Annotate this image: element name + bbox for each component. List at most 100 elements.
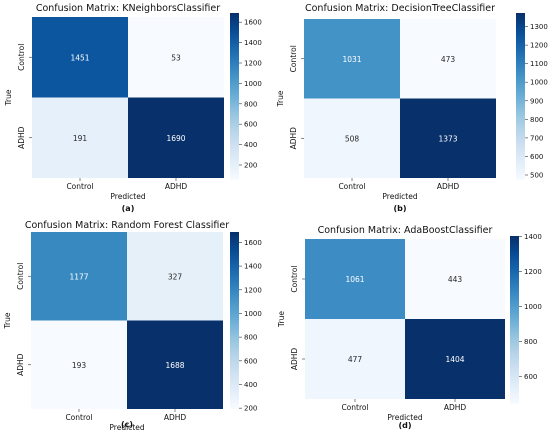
cell-value-label-r1-c1: 1404: [445, 355, 464, 364]
heatmap-cell-r0-c1: [127, 232, 223, 321]
x-axis-label: Predicted: [382, 192, 417, 201]
cell-value-label-r1-c0: 508: [345, 134, 360, 143]
colorbar-tick-label-0: 200: [244, 162, 257, 170]
y-tick-label-1: ADHD: [289, 127, 298, 150]
colorbar-tick-label-5: 1200: [244, 59, 262, 67]
colorbar-tick-label-5: 1200: [244, 286, 262, 294]
x-tick-label-1: ADHD: [164, 413, 187, 422]
y-axis-label: True: [4, 89, 13, 106]
cell-value-label-r0-c1: 473: [441, 55, 456, 64]
colorbar-tick-label-2: 1000: [524, 303, 542, 311]
x-tick-label-0: Control: [338, 182, 365, 191]
x-tick-label-1: ADHD: [444, 403, 467, 412]
chart-title: Confusion Matrix: AdaBoostClassifier: [318, 225, 493, 236]
panel-caption: (c): [121, 420, 133, 429]
x-tick-label-0: Control: [341, 403, 368, 412]
x-axis-label: Predicted: [387, 413, 422, 422]
cell-value-label-r0-c0: 1177: [69, 272, 88, 281]
y-tick-label-0: Control: [16, 263, 25, 290]
y-tick-label-0: Control: [289, 45, 298, 72]
heatmap-cell-r1-c1: [405, 319, 505, 399]
y-axis-label: True: [277, 311, 286, 328]
colorbar-tick-label-0: 200: [244, 405, 257, 413]
y-axis-label: True: [276, 90, 285, 107]
colorbar-tick-label-7: 1200: [530, 42, 548, 50]
colorbar: [516, 13, 525, 180]
cell-value-label-r0-c1: 443: [448, 275, 463, 284]
colorbar-tick-label-6: 1400: [244, 39, 262, 47]
colorbar-tick-label-2: 600: [244, 121, 257, 129]
colorbar-tick-label-3: 800: [244, 334, 257, 342]
cell-value-label-r1-c1: 1688: [165, 361, 184, 370]
heatmap-cell-r1-c0: [304, 98, 400, 178]
heatmap-cell-r0-c0: [305, 239, 405, 319]
colorbar-tick-label-7: 1600: [244, 239, 262, 247]
heatmap-cell-r0-c0: [304, 19, 400, 99]
y-axis-label: True: [3, 312, 12, 329]
heatmap-cell-r0-c0: [32, 17, 128, 98]
colorbar: [510, 236, 519, 404]
cell-value-label-r0-c0: 1061: [345, 275, 364, 284]
colorbar-tick-label-5: 1000: [530, 79, 548, 87]
cell-value-label-r0-c1: 327: [168, 272, 183, 281]
colorbar-tick-label-1: 400: [244, 381, 257, 389]
y-tick-label-1: ADHD: [290, 348, 299, 371]
cell-value-label-r0-c1: 53: [171, 53, 181, 62]
chart-title: Confusion Matrix: Random Forest Classifi…: [25, 220, 229, 231]
y-tick-label-0: Control: [290, 265, 299, 292]
confusion-matrix-panel-d: Confusion Matrix: AdaBoostClassifier 1061…: [277, 225, 542, 430]
colorbar-tick-label-3: 800: [244, 100, 257, 108]
colorbar-tick-label-3: 800: [530, 116, 543, 124]
heatmap-cell-r1-c1: [127, 320, 223, 409]
colorbar-tick-label-4: 1000: [244, 80, 262, 88]
x-tick-label-0: Control: [66, 182, 93, 191]
heatmap-cell-r0-c1: [400, 19, 496, 99]
chart-title: Confusion Matrix: KNeighborsClassifier: [36, 3, 220, 14]
cell-value-label-r1-c0: 477: [348, 355, 363, 364]
x-tick-label-1: ADHD: [437, 182, 460, 191]
x-axis-label: Predicted: [109, 423, 144, 432]
cell-value-label-r0-c0: 1031: [342, 55, 361, 64]
heatmap-cell-r0-c0: [31, 232, 127, 321]
colorbar-tick-label-6: 1100: [530, 60, 548, 68]
colorbar-tick-label-1: 600: [530, 153, 543, 161]
heatmap-cell-r0-c1: [405, 239, 505, 319]
x-axis-label: Predicted: [110, 192, 145, 201]
heatmap-cell-r1-c1: [128, 97, 224, 178]
colorbar-tick-label-0: 600: [524, 373, 537, 381]
panel-caption: (d): [398, 421, 411, 430]
cell-value-label-r1-c1: 1690: [166, 134, 185, 143]
colorbar-tick-label-4: 900: [530, 97, 543, 105]
cell-value-label-r1-c0: 191: [73, 134, 88, 143]
colorbar-tick-label-2: 600: [244, 357, 257, 365]
cell-value-label-r0-c0: 1451: [70, 53, 89, 62]
cell-value-label-r1-c0: 193: [72, 361, 87, 370]
colorbar: [230, 13, 239, 180]
heatmap-cell-r1-c0: [32, 97, 128, 178]
colorbar-tick-label-4: 1400: [524, 233, 542, 241]
colorbar-tick-label-1: 400: [244, 141, 257, 149]
confusion-matrix-panel-b: Confusion Matrix: DecisionTreeClassifier…: [276, 3, 548, 213]
y-tick-label-1: ADHD: [16, 353, 25, 376]
colorbar-tick-label-8: 1300: [530, 23, 548, 31]
cell-value-label-r1-c1: 1373: [438, 134, 457, 143]
heatmap-cell-r1-c0: [31, 320, 127, 409]
colorbar-tick-label-4: 1000: [244, 310, 262, 318]
chart-title: Confusion Matrix: DecisionTreeClassifier: [305, 3, 495, 14]
colorbar-tick-label-6: 1400: [244, 263, 262, 271]
heatmap-cell-r1-c0: [305, 319, 405, 399]
panel-caption: (b): [393, 204, 406, 213]
panel-caption: (a): [122, 204, 135, 213]
y-tick-label-0: Control: [17, 44, 26, 71]
colorbar: [230, 232, 239, 409]
colorbar-tick-label-0: 500: [530, 171, 543, 179]
colorbar-tick-label-2: 700: [530, 134, 543, 142]
colorbar-tick-label-3: 1200: [524, 268, 542, 276]
colorbar-tick-label-1: 800: [524, 338, 537, 346]
x-tick-label-1: ADHD: [165, 182, 188, 191]
confusion-matrix-panel-c: Confusion Matrix: Random Forest Classifi…: [3, 220, 262, 432]
colorbar-tick-label-7: 1600: [244, 19, 262, 27]
heatmap-cell-r0-c1: [128, 17, 224, 98]
heatmap-cell-r1-c1: [400, 98, 496, 178]
